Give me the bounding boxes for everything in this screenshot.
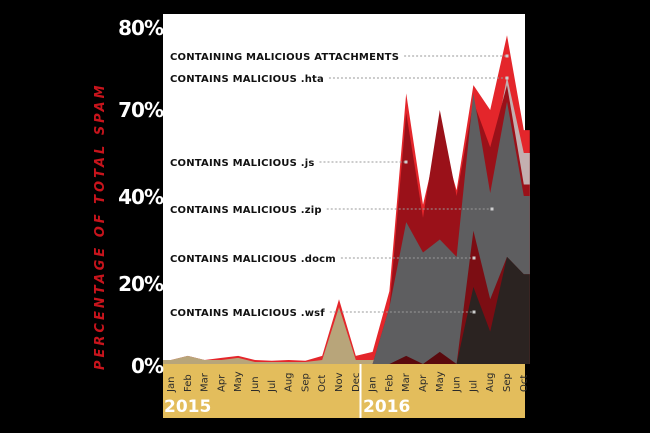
month-label-3: Apr [216,374,227,392]
marker-docm [472,256,476,260]
month-label-4: May [233,371,244,392]
annotation-wsf: CONTAINS MALICIOUS .wsf [170,308,325,319]
marker-attachments [505,54,509,58]
month-label-12: Jan [368,377,379,393]
y-tick-0: 80% [118,16,164,40]
month-label-16: May [435,371,446,392]
area-zip [163,93,530,365]
month-label-14: Mar [401,372,412,392]
marker-wsf [472,310,476,314]
month-label-9: Oct [317,375,328,392]
month-tick-labels: Jan Feb Mar Apr May Jun Jul Aug Sep Oct Nov Dec Jan F… [166,371,530,393]
annotation-attachments: CONTAINING MALICIOUS ATTACHMENTS [170,52,399,63]
y-axis-title: PERCENTAGE OF TOTAL SPAM [93,82,108,370]
month-label-5: Jun [250,376,261,393]
y-tick-4: 0% [131,354,164,378]
annotation-js: CONTAINS MALICIOUS .js [170,158,315,169]
month-label-1: Feb [183,374,194,392]
x-axis-band [163,364,525,418]
month-label-0: Jan [166,377,177,393]
area-series-group [163,35,530,365]
month-label-10: Nov [334,372,345,392]
year-label-2016: 2016 [363,397,410,417]
month-label-18: Jul [468,380,479,393]
marker-js [404,160,408,164]
y-tick-2: 40% [118,185,164,209]
y-tick-1: 70% [118,98,164,122]
month-label-17: Jun [452,376,463,393]
y-tick-3: 20% [118,272,164,296]
marker-hta [505,76,509,80]
month-label-15: Apr [418,374,429,392]
month-label-11: Dec [351,373,362,392]
month-label-13: Feb [384,374,395,392]
month-label-2: Mar [200,372,211,392]
month-label-20: Sep [502,373,513,392]
annotation-docm: CONTAINS MALICIOUS .docm [170,254,336,265]
marker-zip [490,207,494,211]
month-label-21: Oct [519,375,530,392]
annotation-leaders [319,54,509,314]
month-label-7: Aug [284,372,295,392]
area-wsf [163,256,530,364]
month-label-19: Aug [485,372,496,392]
y-tick-labels: 80% 70% 40% 20% 0% [118,16,165,378]
area-dark-baseline [163,351,530,364]
month-label-6: Jul [267,380,278,393]
year-label-2015: 2015 [164,397,211,417]
annotation-hta: CONTAINS MALICIOUS .hta [170,74,324,85]
annotation-zip: CONTAINS MALICIOUS .zip [170,205,322,216]
month-label-8: Sep [300,373,311,392]
annotation-labels: CONTAINING MALICIOUS ATTACHMENTS CONTAINS… [170,52,399,319]
